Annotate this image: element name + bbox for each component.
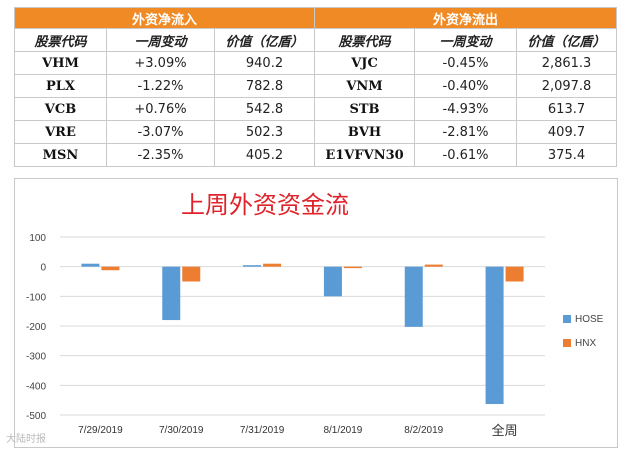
column-header: 一周变动: [414, 28, 518, 52]
bar-hnx: [505, 266, 524, 282]
outflow-code: E1VFVN30: [314, 143, 416, 167]
inflow-change: -1.22%: [106, 74, 215, 98]
legend-label: HOSE: [575, 314, 604, 325]
y-tick-label: 100: [29, 233, 46, 244]
y-tick-label: -100: [26, 292, 46, 303]
column-header: 一周变动: [106, 28, 215, 52]
outflow-change: -2.81%: [414, 120, 518, 144]
bar-hnx: [343, 266, 362, 269]
outflow-code: BVH: [314, 120, 416, 144]
column-header: 股票代码: [14, 28, 107, 52]
table-body: VHM +3.09% 940.2 VJC -0.45% 2,861.3 PLX -1.22% 7…: [14, 51, 618, 167]
outflow-code: STB: [314, 97, 416, 121]
legend: HOSE HNX: [563, 314, 604, 349]
x-tick-label: 全周: [492, 423, 518, 438]
outflow-title: 外资净流出: [314, 7, 618, 29]
legend-swatch: [563, 315, 571, 323]
column-header-row: 股票代码 一周变动 价值（亿盾） 股票代码 一周变动 价值（亿盾）: [14, 28, 618, 52]
table-row: VCB +0.76% 542.8 STB -4.93% 613.7: [14, 97, 618, 121]
x-tick-label: 7/29/2019: [78, 425, 123, 436]
table-row: PLX -1.22% 782.8 VNM -0.40% 2,097.8: [14, 74, 618, 98]
bars: [81, 263, 524, 405]
outflow-value: 375.4: [516, 143, 618, 167]
legend-label: HNX: [575, 338, 596, 349]
bar-hose: [162, 266, 181, 321]
y-tick-label: -300: [26, 352, 46, 363]
y-tick-label: -500: [26, 411, 46, 422]
inflow-value: 502.3: [213, 120, 316, 144]
bar-hose: [81, 263, 100, 267]
bar-hose: [323, 266, 342, 297]
outflow-code: VJC: [314, 51, 416, 75]
x-tick-label: 7/31/2019: [240, 425, 285, 436]
inflow-change: -2.35%: [106, 143, 215, 167]
outflow-value: 2,861.3: [516, 51, 618, 75]
inflow-code: VCB: [14, 97, 107, 121]
x-tick-label: 8/2/2019: [404, 425, 443, 436]
inflow-value: 542.8: [213, 97, 316, 121]
table-title-row: 外资净流入 外资净流出: [13, 7, 618, 29]
x-axis: 7/29/2019 7/30/2019 7/31/2019 8/1/2019 8/2/2…: [78, 423, 517, 438]
inflow-change: +3.09%: [106, 51, 215, 75]
y-tick-label: -200: [26, 322, 46, 333]
x-tick-label: 7/30/2019: [159, 425, 204, 436]
inflow-value: 782.8: [213, 74, 316, 98]
inflow-value: 405.2: [213, 143, 316, 167]
chart-title: 上周外资资金流: [181, 191, 349, 219]
bar-hose: [404, 266, 423, 327]
legend-swatch: [563, 339, 571, 347]
inflow-title: 外资净流入: [13, 7, 316, 29]
table-row: VRE -3.07% 502.3 BVH -2.81% 409.7: [14, 120, 618, 144]
inflow-code: VRE: [14, 120, 107, 144]
outflow-code: VNM: [314, 74, 416, 98]
inflow-change: +0.76%: [106, 97, 215, 121]
inflow-code: PLX: [14, 74, 107, 98]
chart-panel: 上周外资资金流 100 0 -100 -200 -300 -400 -500 7/29/20…: [14, 178, 618, 448]
bar-hnx: [424, 264, 443, 267]
outflow-value: 409.7: [516, 120, 618, 144]
outflow-change: -0.40%: [414, 74, 518, 98]
watermark: 大陆时报: [6, 434, 46, 445]
outflow-change: -0.61%: [414, 143, 518, 167]
gridlines: [60, 236, 545, 416]
inflow-value: 940.2: [213, 51, 316, 75]
bar-hnx: [182, 266, 201, 282]
outflow-value: 2,097.8: [516, 74, 618, 98]
table-row: MSN -2.35% 405.2 E1VFVN30 -0.61% 375.4: [14, 143, 618, 167]
bar-hnx: [263, 263, 282, 267]
column-header: 股票代码: [314, 28, 416, 52]
inflow-code: VHM: [14, 51, 107, 75]
bar-hose: [243, 265, 262, 267]
inflow-change: -3.07%: [106, 120, 215, 144]
column-header: 价值（亿盾）: [213, 28, 316, 52]
flow-bar-chart: 上周外资资金流 100 0 -100 -200 -300 -400 -500 7/29/20…: [26, 191, 604, 438]
bar-hose: [485, 266, 504, 405]
y-tick-label: 0: [40, 263, 46, 274]
table-row: VHM +3.09% 940.2 VJC -0.45% 2,861.3: [14, 51, 618, 75]
x-tick-label: 8/1/2019: [323, 425, 362, 436]
foreign-flow-table: 外资净流入 外资净流出 股票代码 一周变动 价值（亿盾） 股票代码 一周变动 价…: [13, 7, 618, 167]
y-tick-label: -400: [26, 381, 46, 392]
outflow-value: 613.7: [516, 97, 618, 121]
bar-hnx: [101, 266, 120, 271]
y-axis: 100 0 -100 -200 -300 -400 -500: [26, 233, 46, 422]
outflow-change: -4.93%: [414, 97, 518, 121]
inflow-code: MSN: [14, 143, 107, 167]
outflow-change: -0.45%: [414, 51, 518, 75]
column-header: 价值（亿盾）: [516, 28, 618, 52]
